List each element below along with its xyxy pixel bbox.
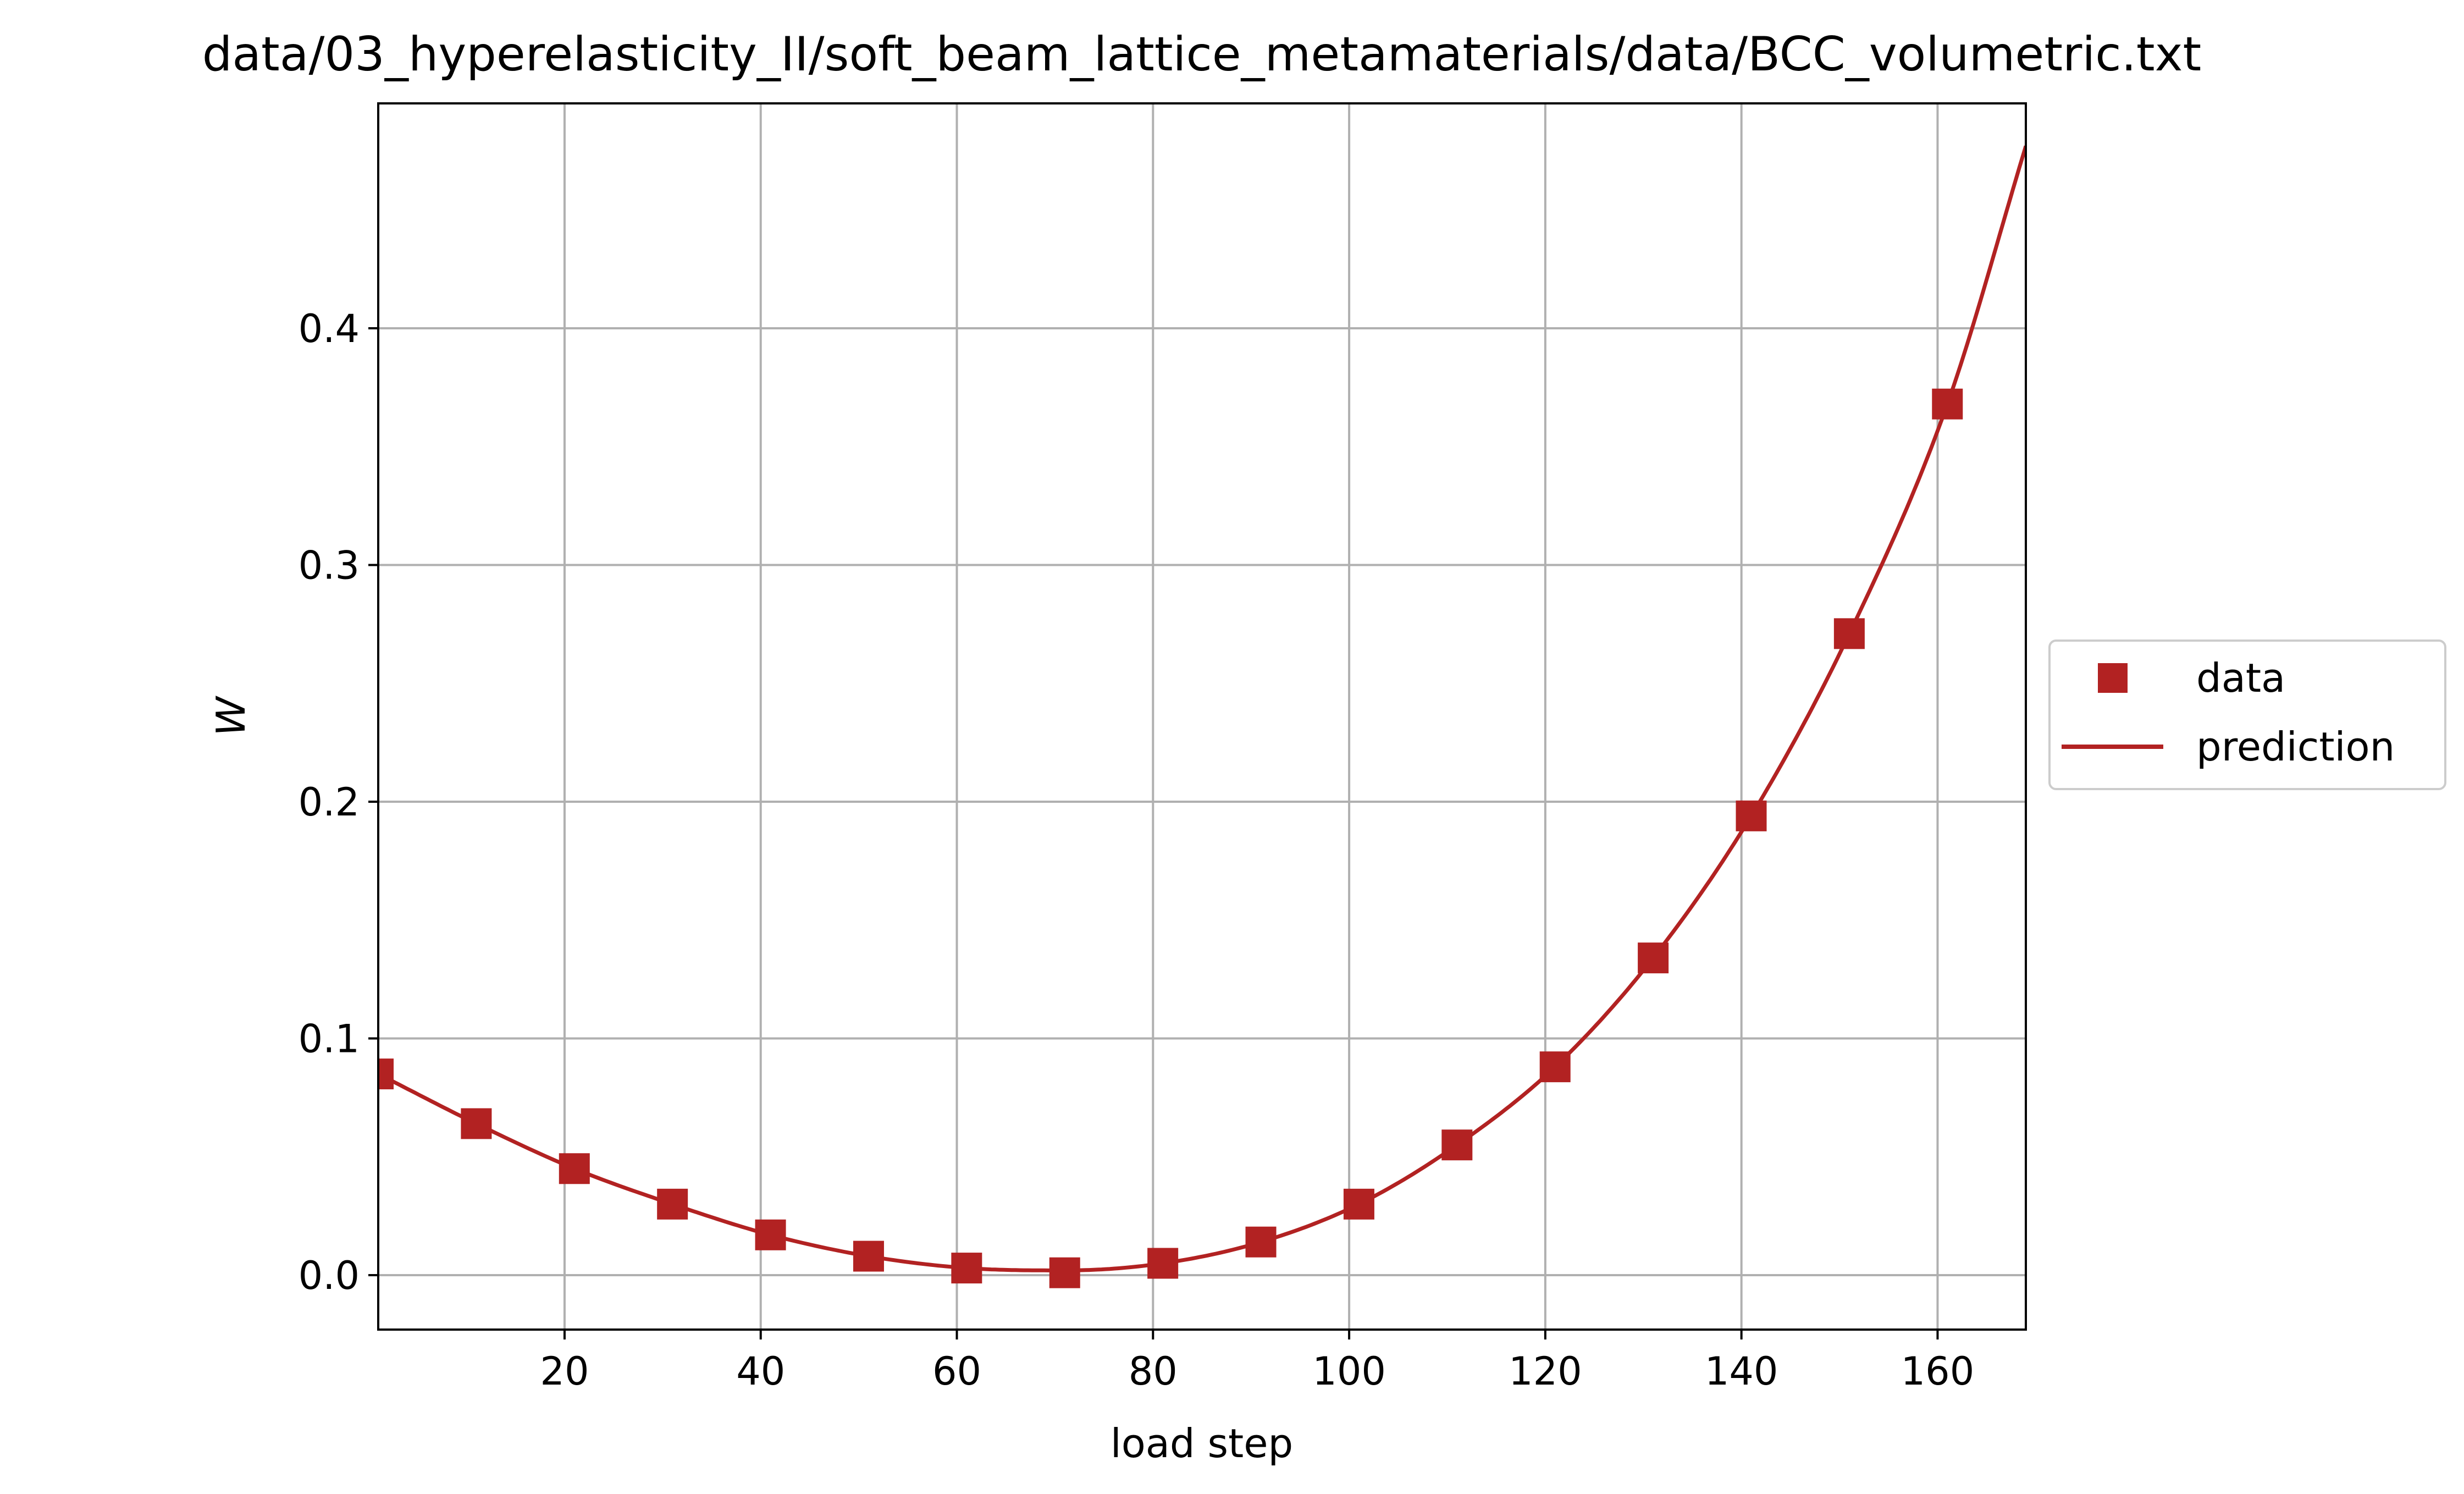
- y-axis-ticks: 0.0 0.1 0.2 0.3 0.4: [299, 306, 378, 1298]
- y-tick-label: 0.3: [299, 543, 360, 588]
- prediction-line: [378, 145, 2026, 1272]
- data-point: [755, 1219, 786, 1250]
- data-point: [951, 1253, 982, 1284]
- data-point: [1441, 1129, 1473, 1161]
- data-point: [1638, 942, 1669, 974]
- chart-title: data/03_hyperelasticity_II/soft_beam_lat…: [202, 27, 2202, 82]
- data-point: [1833, 618, 1865, 649]
- data-point: [378, 1059, 394, 1090]
- legend-label-data: data: [2196, 655, 2285, 701]
- data-point: [1343, 1188, 1374, 1220]
- x-axis-ticks: 20 40 60 80 100 120 140 160: [540, 1330, 1974, 1394]
- y-tick-label: 0.1: [299, 1016, 360, 1061]
- data-point: [853, 1241, 884, 1272]
- data-point: [1932, 388, 1963, 420]
- plot-area-frame: [377, 102, 2027, 1331]
- x-tick-label: 160: [1901, 1349, 1975, 1394]
- x-axis-label: load step: [1111, 1420, 1294, 1467]
- y-tick-label: 0.4: [299, 306, 360, 351]
- x-tick-label: 100: [1312, 1349, 1386, 1394]
- y-tick-label: 0.2: [299, 780, 360, 825]
- data-series: [378, 388, 1963, 1288]
- y-axis-label: W: [208, 696, 254, 736]
- legend-label-prediction: prediction: [2196, 724, 2395, 770]
- x-tick-label: 140: [1705, 1349, 1778, 1394]
- data-point: [559, 1153, 590, 1184]
- data-point: [1736, 800, 1767, 831]
- x-tick-label: 40: [736, 1349, 785, 1394]
- x-tick-label: 80: [1129, 1349, 1178, 1394]
- legend-marker-data: [2098, 663, 2128, 693]
- x-tick-label: 120: [1509, 1349, 1582, 1394]
- x-tick-label: 20: [540, 1349, 589, 1394]
- data-point: [461, 1108, 492, 1139]
- legend-box: [2048, 640, 2446, 790]
- data-point: [1539, 1051, 1571, 1083]
- prediction-series: [378, 145, 2026, 1272]
- data-point: [1147, 1248, 1179, 1279]
- data-point: [657, 1188, 688, 1220]
- grid: [378, 103, 2026, 1330]
- data-point: [1245, 1226, 1277, 1258]
- data-point: [1049, 1257, 1080, 1288]
- legend: data prediction: [2048, 640, 2446, 790]
- y-tick-label: 0.0: [299, 1253, 360, 1298]
- x-tick-label: 60: [932, 1349, 981, 1394]
